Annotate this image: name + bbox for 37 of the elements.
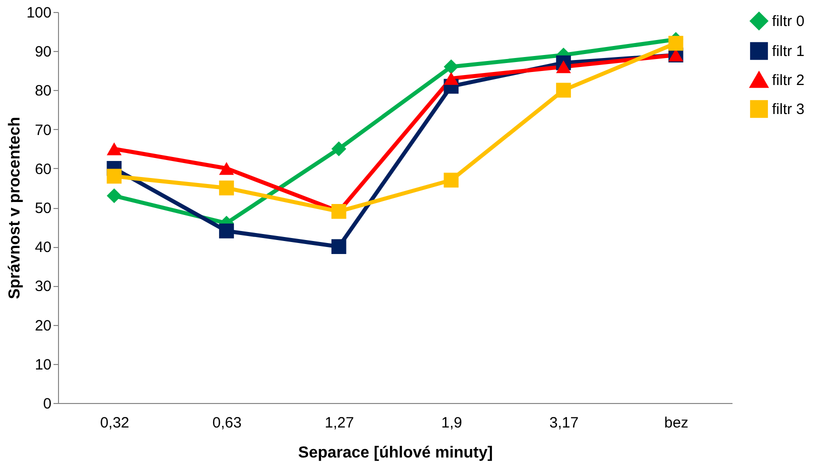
point [331,141,346,156]
x-tick-label: 1,27 [324,414,354,432]
point [106,168,122,184]
y-tick-label: 80 [34,82,52,100]
point [106,188,122,204]
x-tick-label: 0,63 [212,414,242,432]
point [219,224,234,238]
y-tick-label: 20 [34,317,52,334]
y-tick-label: 10 [34,356,52,374]
y-tick-label: 0 [43,396,52,412]
y-tick-label: 50 [34,200,52,217]
x-tick-label: bez [664,414,688,432]
y-axis-title: Správnost v procentech [6,116,24,300]
x-tick-label: 1,9 [441,414,462,432]
legend-label: filtr 2 [772,72,805,89]
y-tick-label: 40 [34,239,52,256]
y-tick-label: 90 [34,44,52,61]
y-tick-label: 60 [34,160,52,178]
legend-label: filtr 1 [772,43,805,60]
legend-label: filtr 0 [772,13,805,30]
y-tick-label: 100 [26,4,52,22]
point [668,36,684,51]
x-tick-label: 0,32 [100,414,130,432]
point [106,142,122,156]
x-tick-label: 3,17 [549,414,579,432]
point [444,72,459,85]
legend-label: filtr 3 [772,101,805,118]
point [444,172,459,188]
point [444,59,459,74]
y-tick-label: 30 [34,278,52,296]
point [219,180,234,196]
point [556,60,571,74]
y-tick-label: 70 [34,122,52,139]
x-axis-title: Separace [úhlové minuty] [298,444,493,462]
point [331,239,346,254]
point [556,82,571,98]
point [219,162,234,175]
